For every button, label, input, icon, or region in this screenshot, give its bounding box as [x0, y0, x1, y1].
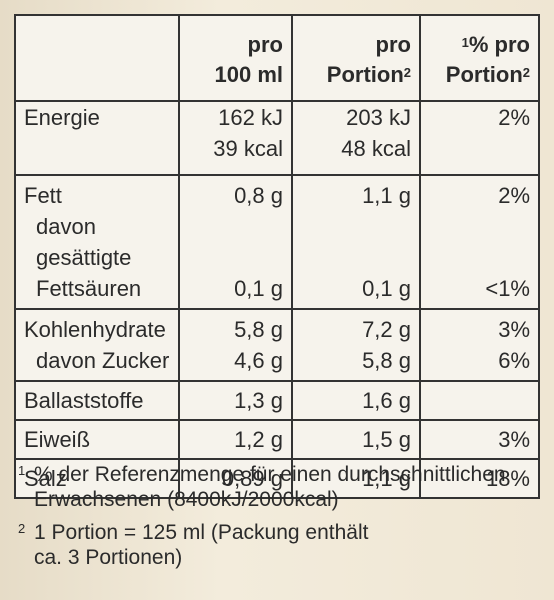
row-label-zucker: davon Zucker	[14, 345, 180, 381]
row-label-fett: Fett	[14, 174, 180, 211]
fettsaeuren-percent: <1%	[419, 211, 540, 309]
energie-percent: 2%	[419, 100, 540, 175]
table-row: Energie 162 kJ 39 kcal 203 kJ 48 kcal 2%	[14, 100, 540, 175]
ballaststoffe-per-portion: 1,6 g	[291, 380, 421, 420]
kohlenhydrate-per-portion: 7,2 g	[291, 308, 421, 345]
footnotes: 1 % der Referenzmenge für einen durchsch…	[18, 462, 538, 578]
row-label-eiweiss: Eiweiß	[14, 419, 180, 459]
table-row: Kohlenhydrate 5,8 g 7,2 g 3%	[14, 308, 540, 345]
nutrition-label: pro 100 ml pro Portion2 1% pro Portion2 …	[14, 14, 540, 499]
ballaststoffe-per-100ml: 1,3 g	[178, 380, 293, 420]
footnote-2-mark: 2	[18, 521, 26, 536]
energie-per-portion: 203 kJ 48 kcal	[291, 100, 421, 175]
eiweiss-per-portion: 1,5 g	[291, 419, 421, 459]
table-row: Fett 0,8 g 1,1 g 2%	[14, 174, 540, 211]
row-label-kohlenhydrate: Kohlenhydrate	[14, 308, 180, 345]
kohlenhydrate-per-100ml: 5,8 g	[178, 308, 293, 345]
header-empty-cell	[14, 14, 180, 101]
salz-percent: 18%	[419, 458, 540, 499]
header-per-100ml: pro 100 ml	[178, 14, 293, 101]
footnote-1-mark: 1	[18, 463, 26, 478]
kohlenhydrate-percent: 3%	[419, 308, 540, 345]
table-row: Ballaststoffe 1,3 g 1,6 g	[14, 380, 540, 420]
eiweiss-percent: 3%	[419, 419, 540, 459]
ballaststoffe-percent	[419, 380, 540, 420]
energie-per-100ml: 162 kJ 39 kcal	[178, 100, 293, 175]
eiweiss-per-100ml: 1,2 g	[178, 419, 293, 459]
header-percent-per-portion: 1% pro Portion2	[419, 14, 540, 101]
fett-percent: 2%	[419, 174, 540, 211]
fettsaeuren-per-100ml: 0,1 g	[178, 211, 293, 309]
row-label-fettsaeuren: davon gesättigte Fettsäuren	[14, 211, 180, 309]
fett-per-100ml: 0,8 g	[178, 174, 293, 211]
footnote-1: 1 % der Referenzmenge für einen durchsch…	[18, 462, 538, 512]
salz-per-100ml: 0,89 g	[178, 458, 293, 499]
salz-per-portion: 1,1 g	[291, 458, 421, 499]
nutrition-table: pro 100 ml pro Portion2 1% pro Portion2 …	[14, 14, 540, 499]
row-label-salz: Salz	[14, 458, 180, 499]
fett-per-portion: 1,1 g	[291, 174, 421, 211]
table-row: davon gesättigte Fettsäuren 0,1 g 0,1 g …	[14, 211, 540, 309]
zucker-per-portion: 5,8 g	[291, 345, 421, 381]
table-header-row: pro 100 ml pro Portion2 1% pro Portion2	[14, 14, 540, 101]
footnote-2: 2 1 Portion = 125 ml (Packung enthält ca…	[18, 520, 538, 570]
fettsaeuren-per-portion: 0,1 g	[291, 211, 421, 309]
row-label-ballaststoffe: Ballaststoffe	[14, 380, 180, 420]
table-row: Eiweiß 1,2 g 1,5 g 3%	[14, 419, 540, 459]
zucker-per-100ml: 4,6 g	[178, 345, 293, 381]
header-per-portion: pro Portion2	[291, 14, 421, 101]
row-label-energie: Energie	[14, 100, 180, 175]
table-row: davon Zucker 4,6 g 5,8 g 6%	[14, 345, 540, 381]
table-row: Salz 0,89 g 1,1 g 18%	[14, 458, 540, 499]
zucker-percent: 6%	[419, 345, 540, 381]
